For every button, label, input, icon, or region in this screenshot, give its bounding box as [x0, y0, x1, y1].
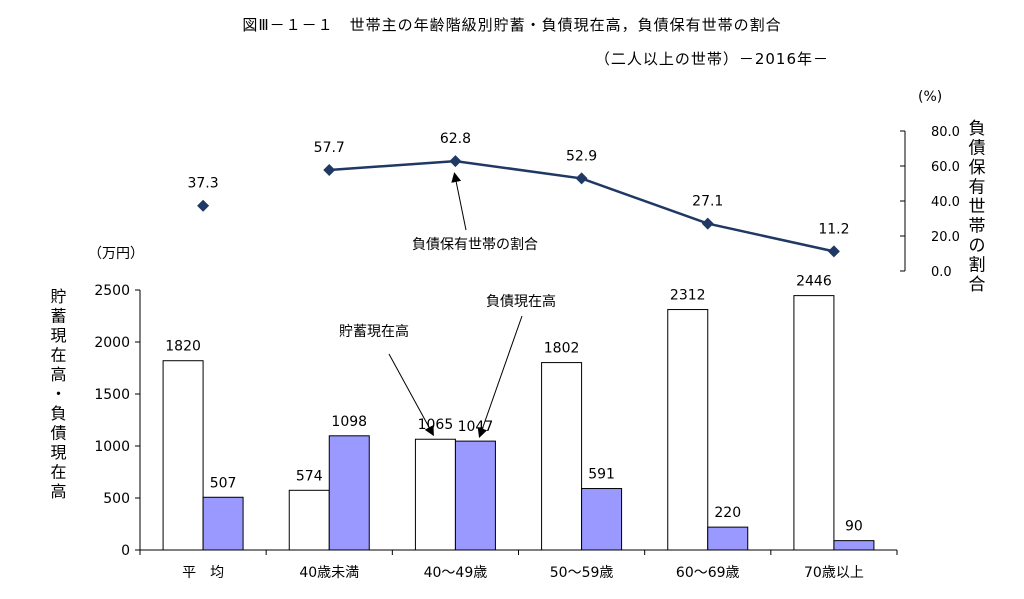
- debt-ratio-marker: [197, 200, 209, 212]
- left-tick-label: 0: [121, 543, 130, 559]
- left-tick-label: 2500: [94, 283, 130, 299]
- right-axis-title-char: の: [969, 236, 986, 256]
- debt-ratio-data-label: 27.1: [692, 194, 723, 210]
- savings-annotation: 貯蓄現在高: [339, 323, 409, 340]
- right-axis-title: 負債保有世帯の割合: [969, 119, 986, 295]
- debt-ratio-marker: [449, 155, 461, 167]
- right-axis-title-char: 保: [969, 158, 986, 178]
- debt-annotation-arrow: [479, 316, 522, 437]
- left-axis-unit: （万円）: [88, 246, 144, 262]
- debt-ratio-data-label: 52.9: [566, 148, 597, 164]
- left-axis-title-char: 現: [48, 444, 67, 461]
- right-tick-label: 20.0: [931, 230, 960, 245]
- debt-data-label: 591: [588, 467, 615, 483]
- x-category-label: 平 均: [182, 565, 224, 581]
- right-axis-title-char: 世: [969, 197, 986, 217]
- left-axis-title-char: 在: [48, 464, 67, 480]
- debt-data-label: 220: [714, 505, 741, 521]
- left-axis-title-char: 高: [48, 483, 67, 499]
- savings-data-label: 2312: [670, 288, 706, 304]
- savings-bar: [163, 361, 203, 550]
- x-category-label: 40～49歳: [424, 565, 488, 581]
- savings-bar: [794, 296, 834, 550]
- savings-bar: [668, 310, 708, 550]
- right-tick-label: 60.0: [931, 160, 960, 175]
- x-category-label: 60～69歳: [676, 565, 740, 581]
- left-tick-label: 2000: [94, 335, 130, 351]
- debt-ratio-data-label: 11.2: [818, 221, 849, 237]
- x-category-label: 50～59歳: [550, 565, 614, 581]
- savings-bar: [289, 490, 329, 550]
- right-tick-label: 0.0: [931, 265, 952, 280]
- left-tick-label: 500: [103, 491, 130, 507]
- savings-data-label: 2446: [796, 274, 832, 290]
- savings-annotation-arrow: [389, 354, 433, 435]
- debt-bar: [203, 497, 243, 550]
- left-axis-title-char: 蓄: [48, 308, 67, 324]
- x-category-label: 40歳未満: [299, 565, 359, 581]
- ratio-annotation: 負債保有世帯の割合: [412, 236, 538, 253]
- savings-data-label: 1820: [165, 339, 201, 355]
- debt-ratio-marker: [323, 164, 335, 176]
- savings-bar: [415, 439, 455, 550]
- right-axis-title-char: 負: [969, 119, 986, 139]
- left-axis-title-char: 負: [48, 405, 67, 421]
- ratio-annotation-arrow: [454, 173, 466, 230]
- debt-data-label: 1047: [458, 419, 494, 435]
- right-axis-title-char: 割: [969, 256, 986, 276]
- right-axis-title-char: 債: [969, 139, 986, 159]
- right-tick-label: 40.0: [931, 195, 960, 210]
- x-category-label: 70歳以上: [804, 565, 864, 581]
- right-axis-title-char: 有: [969, 178, 986, 198]
- debt-bar: [834, 541, 874, 550]
- debt-ratio-marker: [576, 172, 588, 184]
- left-axis-title-char: 現: [48, 327, 67, 344]
- debt-data-label: 90: [845, 519, 863, 535]
- chart-canvas: 1820 507 574 1098 1065 1047 1802 591 2312 220 2446…: [0, 0, 1024, 599]
- left-axis-title-char: 貯: [48, 288, 67, 304]
- debt-ratio-data-label: 37.3: [187, 176, 218, 192]
- debt-bar: [329, 436, 369, 550]
- debt-bar: [708, 527, 748, 550]
- debt-bar: [455, 441, 495, 550]
- right-axis-title-char: 帯: [969, 217, 986, 237]
- left-tick-label: 1000: [94, 439, 130, 455]
- savings-data-label: 1065: [418, 417, 454, 433]
- left-axis-title: 貯蓄現在高・負債現在高: [48, 288, 67, 499]
- debt-annotation: 負債現在高: [486, 293, 556, 310]
- debt-data-label: 507: [210, 475, 237, 491]
- left-tick-label: 1500: [94, 387, 130, 403]
- debt-ratio-data-label: 57.7: [314, 140, 345, 156]
- debt-data-label: 1098: [331, 414, 367, 430]
- right-tick-label: 80.0: [931, 125, 960, 140]
- debt-bar: [582, 489, 622, 550]
- debt-ratio-marker: [828, 245, 840, 257]
- savings-data-label: 1802: [544, 341, 580, 357]
- left-axis-title-char: ・: [48, 386, 67, 402]
- right-axis-title-char: 合: [969, 275, 986, 295]
- right-axis-unit: (%): [918, 89, 942, 105]
- left-axis-title-char: 高: [48, 366, 67, 382]
- left-axis-title-char: 債: [48, 425, 67, 441]
- savings-bar: [542, 363, 582, 550]
- debt-ratio-data-label: 62.8: [440, 131, 471, 147]
- left-axis-title-char: 在: [48, 347, 67, 363]
- debt-ratio-marker: [702, 218, 714, 230]
- savings-data-label: 574: [296, 468, 323, 484]
